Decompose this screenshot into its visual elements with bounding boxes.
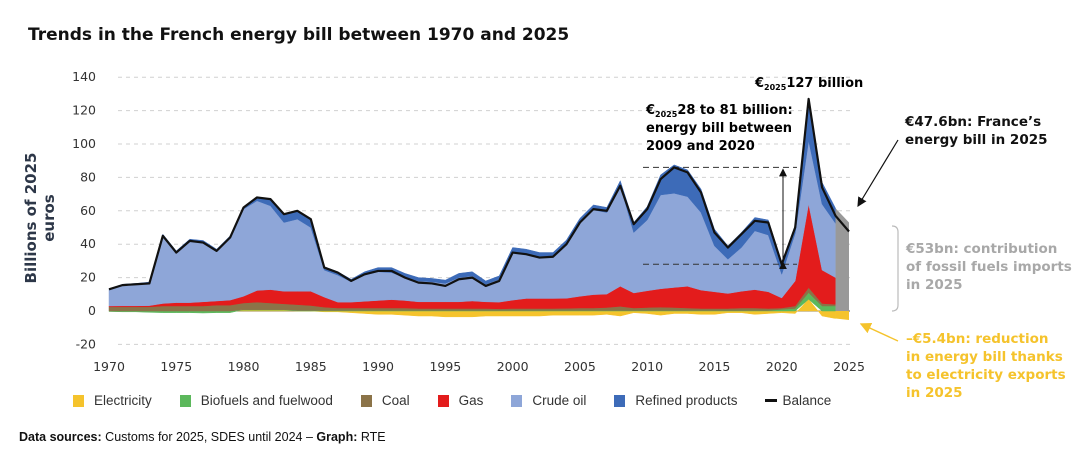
x-tick-label: 2015 [699,359,731,374]
y-tick-label: 60 [80,203,96,218]
fossil-line: €53bn: contribution [906,241,1058,257]
peak-annotation: €2025127 billion [754,76,863,92]
legend-label: Refined products [635,393,738,408]
footer: Data sources: Customs for 2025, SDES unt… [19,430,386,444]
legend-label: Biofuels and fuelwood [200,393,333,408]
legend-item-biofuels: Biofuels and fuelwood [179,393,333,408]
area-crude-oil [108,140,836,307]
area-refined-products [108,98,836,290]
legend-label: Gas [458,393,484,408]
graph-label: Graph: [316,430,358,444]
x-tick-label: 1995 [429,359,461,374]
legend-label: Balance [782,393,832,408]
x-tick-label: 1970 [93,359,125,374]
legend-swatch [511,394,523,407]
y-tick-label: 80 [80,169,96,184]
legend-item-electricity: Electricity [73,393,152,408]
legend-swatch [437,394,449,407]
bill-line: energy bill in 2025 [905,132,1048,148]
fossil-bracket [891,225,899,312]
fossil-2025-annotation: €53bn: contribution of fossil fuels impo… [906,240,1072,294]
x-tick-label: 1985 [295,359,327,374]
graph-text: RTE [357,430,386,444]
elec-line: –€5.4bn: reduction [906,331,1049,347]
fossil-line: of fossil fuels imports [906,259,1072,275]
y-tick-label: -20 [76,336,96,351]
legend-swatch [614,394,626,407]
legend-swatch [179,394,191,407]
legend-label: Crude oil [532,393,587,408]
balance-line [108,97,850,291]
elec-line: to electricity exports [906,367,1066,383]
electricity-2025-annotation: –€5.4bn: reduction in energy bill thanks… [906,330,1066,402]
legend-line [765,399,778,402]
area-2025-electricity [835,311,849,321]
y-tick-label: 100 [72,136,96,151]
legend: Electricity Biofuels and fuelwood Coal G… [73,393,859,408]
legend-swatch [360,394,372,407]
x-tick-label: 2000 [497,359,529,374]
legend-label: Coal [381,393,410,408]
bill-arrow [857,139,899,208]
electricity-arrow [859,323,899,342]
x-tick-label: 2005 [564,359,596,374]
y-tick-label: 0 [88,303,96,318]
range-annotation-line1: €202528 to 81 billion: [645,103,793,119]
x-tick-label: 2020 [766,359,798,374]
legend-item-balance: Balance [765,393,831,408]
legend-label: Electricity [94,393,152,408]
legend-item-coal: Coal [360,393,410,408]
legend-item-crude-oil: Crude oil [511,393,586,408]
chart-title: Trends in the French energy bill between… [28,25,570,45]
y-tick-label: 120 [72,103,96,118]
x-tick-label: 2025 [833,359,865,374]
x-tick-label: 1990 [362,359,394,374]
x-tick-label: 1980 [228,359,260,374]
area-2025-fossil-fuels [835,208,849,311]
x-tick-label: 2010 [631,359,663,374]
x-tick-label: 1975 [160,359,192,374]
legend-item-gas: Gas [437,393,484,408]
bill-2025-annotation: €47.6bn: France’s energy bill in 2025 [905,113,1048,149]
legend-swatch [73,394,84,407]
y-tick-label: 140 [72,69,96,84]
sources-text: Customs for 2025, SDES until 2024 – [101,430,317,444]
y-tick-label: 40 [80,236,96,251]
legend-item-refined-products: Refined products [614,393,737,408]
elec-line: in energy bill thanks [906,349,1063,365]
bill-line: €47.6bn: France’s [905,114,1042,130]
fossil-line: in 2025 [906,277,963,293]
range-annotation-line2: energy bill between [646,121,792,136]
sources-label: Data sources: [19,430,102,444]
elec-line: in 2025 [906,385,963,401]
range-annotation-line3: 2009 and 2020 [646,139,755,154]
y-tick-label: 20 [80,270,96,285]
